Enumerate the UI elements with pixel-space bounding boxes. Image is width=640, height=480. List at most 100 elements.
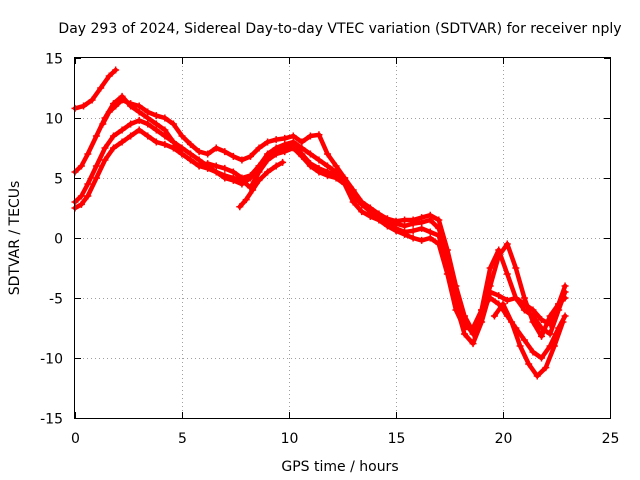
data-point: [229, 168, 237, 176]
data-point: [255, 168, 263, 176]
data-point: [512, 294, 520, 302]
data-point: [533, 372, 541, 380]
data-point: [236, 203, 244, 211]
data-point: [187, 156, 195, 164]
data-point: [249, 186, 257, 194]
x-tick-label: 5: [178, 431, 187, 447]
data-point: [229, 174, 237, 182]
data-point: [187, 150, 195, 158]
data-point: [418, 236, 426, 244]
plot-frame: [74, 57, 611, 419]
data-point: [99, 120, 107, 128]
data-point: [375, 216, 383, 224]
x-axis-label: GPS time / hours: [281, 459, 398, 475]
data-point: [366, 212, 374, 220]
data-point: [550, 342, 558, 350]
data-point: [152, 112, 160, 120]
series-trace-g: [490, 300, 567, 380]
data-point: [306, 162, 314, 170]
data-point: [529, 348, 537, 356]
data-point: [315, 156, 323, 164]
data-point: [324, 162, 332, 170]
data-point: [80, 102, 88, 110]
data-point: [555, 300, 563, 308]
data-point: [105, 108, 113, 116]
data-point: [503, 270, 511, 278]
data-point: [229, 152, 237, 160]
data-point: [144, 114, 152, 122]
data-point: [110, 144, 118, 152]
chart-title: Day 293 of 2024, Sidereal Day-to-day VTE…: [58, 21, 621, 37]
data-point: [169, 120, 177, 128]
data-point: [246, 174, 254, 182]
data-point: [272, 150, 280, 158]
data-point: [503, 296, 511, 304]
y-tick-label: 15: [45, 52, 63, 68]
data-point: [418, 224, 426, 232]
data-point: [435, 216, 443, 224]
data-point: [92, 174, 100, 182]
data-point: [324, 172, 332, 180]
data-point: [358, 200, 366, 208]
x-tick-label: 15: [388, 431, 406, 447]
data-point: [204, 164, 212, 172]
data-point: [289, 132, 297, 140]
data-point: [486, 282, 494, 290]
y-axis-label: SDTVAR / TECUs: [7, 181, 23, 296]
data-point: [495, 252, 503, 260]
data-point: [169, 138, 177, 146]
data-point: [152, 126, 160, 134]
data-point: [366, 205, 374, 213]
data-point: [341, 174, 349, 182]
data-point: [460, 312, 468, 320]
x-tick-label: 25: [602, 431, 620, 447]
y-tick-label: 5: [54, 172, 63, 188]
data-point: [264, 168, 272, 176]
data-point: [538, 332, 546, 340]
data-point: [77, 200, 85, 208]
data-point: [84, 192, 92, 200]
data-point: [279, 158, 287, 166]
data-point: [525, 360, 533, 368]
data-point: [315, 168, 323, 176]
data-point: [490, 312, 498, 320]
data-point: [435, 240, 443, 248]
data-point: [443, 270, 451, 278]
data-point: [512, 264, 520, 272]
data-point: [542, 364, 550, 372]
data-point: [478, 312, 486, 320]
data-point: [324, 150, 332, 158]
data-point: [426, 234, 434, 242]
data-point: [242, 196, 250, 204]
data-point: [152, 138, 160, 146]
x-tick-label: 0: [71, 431, 80, 447]
data-point: [546, 330, 554, 338]
data-point: [546, 312, 554, 320]
data-point: [392, 227, 400, 235]
data-point: [538, 316, 546, 324]
data-point: [520, 294, 528, 302]
data-point: [264, 138, 272, 146]
data-point: [92, 132, 100, 140]
data-point: [144, 108, 152, 116]
data-point: [409, 216, 417, 224]
data-point: [161, 132, 169, 140]
data-point: [84, 180, 92, 188]
data-point: [426, 228, 434, 236]
data-point: [255, 176, 263, 184]
data-point: [469, 328, 477, 336]
data-point: [135, 126, 143, 134]
data-point: [195, 156, 203, 164]
data-point: [272, 162, 280, 170]
data-point: [375, 210, 383, 218]
data-point: [332, 162, 340, 170]
axis-ticks: 0 5 10 15 20 25 -15 -10 -5 0 5 10 15: [40, 52, 619, 448]
data-point: [392, 217, 400, 225]
data-point: [178, 144, 186, 152]
data-point: [246, 152, 254, 160]
data-point: [135, 108, 143, 116]
data-point: [264, 156, 272, 164]
data-point: [383, 222, 391, 230]
data-point: [101, 144, 109, 152]
